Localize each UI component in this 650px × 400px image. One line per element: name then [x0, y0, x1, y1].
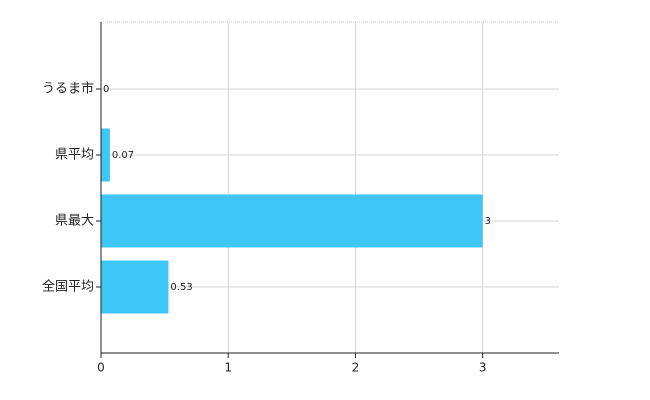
x-tick-label: 0	[97, 361, 105, 375]
bar	[101, 260, 169, 314]
value-label: 0.07	[112, 150, 134, 161]
value-label: 3	[485, 216, 491, 227]
y-tick-label: 県平均	[55, 148, 94, 163]
value-label: 0	[103, 84, 109, 95]
x-tick-label: 1	[224, 361, 232, 375]
y-tick-label: 全国平均	[42, 279, 94, 295]
x-tick-label: 2	[352, 361, 360, 375]
x-tick-label: 3	[479, 361, 487, 375]
y-tick-label: うるま市	[42, 81, 94, 97]
bar	[101, 128, 110, 182]
y-tick-label: 県最大	[55, 214, 94, 229]
value-label: 0.53	[170, 282, 192, 293]
bar	[101, 194, 483, 248]
